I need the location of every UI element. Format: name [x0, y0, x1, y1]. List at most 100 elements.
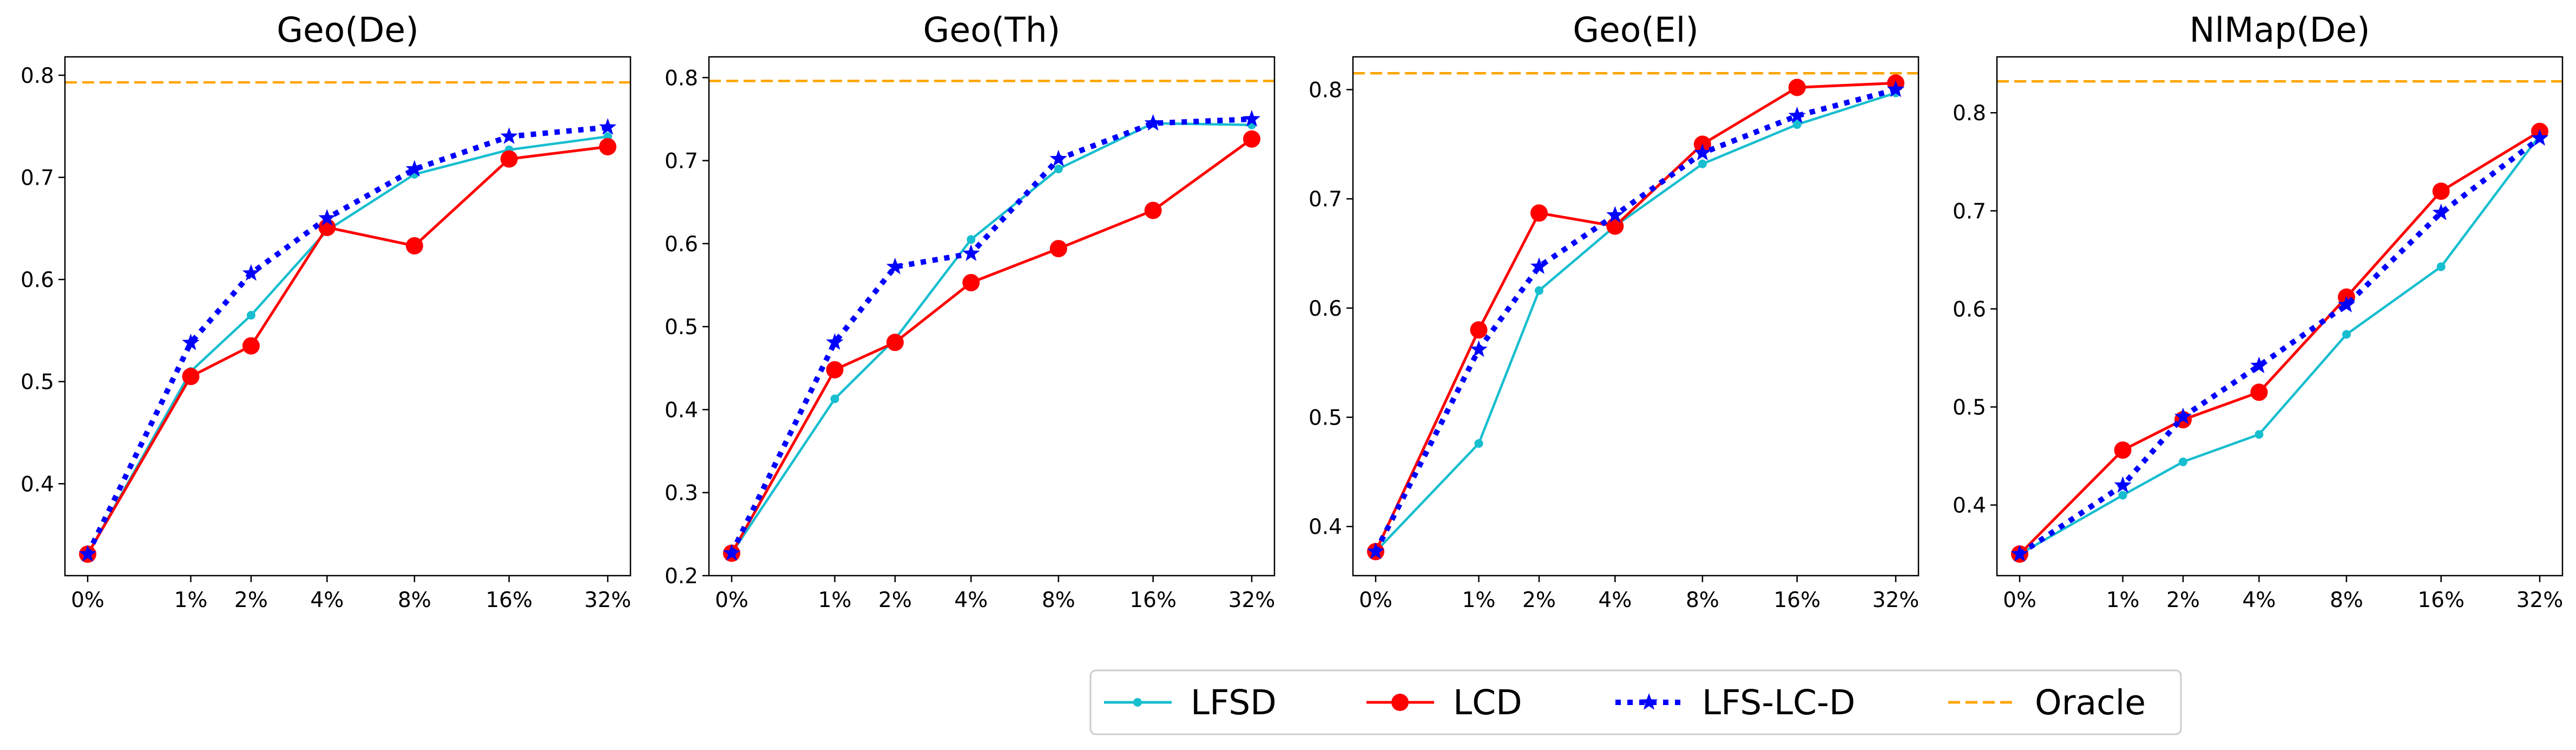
series-lfs-lc-d [1366, 80, 1905, 559]
legend-box [1089, 669, 2182, 735]
series-line-lfsd [731, 122, 1252, 554]
legend-item-oracle: Oracle [1948, 683, 2146, 722]
data-point-lcd [1470, 321, 1488, 339]
axes-frame [1996, 56, 2564, 577]
y-tick-label: 0.3 [665, 481, 698, 506]
data-point-lcd [599, 138, 616, 155]
data-point-lfs-lc-d [78, 545, 97, 562]
data-point-lfs-lc-d [242, 264, 260, 281]
legend-item-lcd: LCD [1366, 683, 1522, 722]
data-point-lfsd [967, 235, 976, 244]
data-point-lfsd [1474, 439, 1483, 448]
x-tick-label: 1% [2106, 588, 2140, 612]
data-point-lcd [405, 237, 423, 255]
series-line-lcd [730, 138, 1253, 554]
legend-swatch-lfsd [1104, 698, 1172, 707]
legend-item-lfs-lc-d: LFS-LC-D [1615, 683, 1855, 722]
series-line-lfsd [1375, 92, 1896, 553]
chart-panel-nlmap-de: NlMap(De) 0.4 0.5 0.6 0.7 0.8 0% 1% 2% 4% 8% 16% 32% [1953, 10, 2563, 612]
data-point-lcd [1530, 204, 1548, 222]
data-point-lfsd [2178, 457, 2187, 466]
data-point-lcd [2114, 441, 2132, 459]
y-tick-label: 0.6 [21, 268, 54, 292]
data-point-lcd [886, 334, 904, 351]
series-lcd [79, 138, 616, 563]
chart-panel-geo-th: Geo(Th) 0.2 0.3 0.4 0.5 0.6 0.7 0.8 0% 1% 2% 4% 8% 16… [665, 10, 1275, 612]
plot-area [709, 80, 1274, 562]
y-tick-label: 0.7 [1309, 187, 1342, 212]
x-tick-label: 16% [2417, 588, 2465, 612]
data-point-lcd [962, 273, 980, 291]
x-tick-label: 1% [174, 588, 208, 612]
x-tick-label: 4% [1598, 588, 1632, 612]
y-tick-label: 0.5 [665, 315, 698, 340]
data-point-lcd [500, 150, 518, 168]
series-line-lcd [1374, 81, 1896, 552]
y-tick-label: 0.4 [21, 472, 54, 497]
data-point-lcd [826, 361, 844, 379]
x-tick-label: 16% [1129, 588, 1177, 612]
data-point-lfs-lc-d [2531, 129, 2549, 146]
x-tick-label: 2% [2166, 588, 2200, 612]
y-tick-label: 0.2 [665, 564, 698, 589]
data-point-lcd [1049, 240, 1067, 258]
data-point-lfs-lc-d [1144, 114, 1162, 131]
data-point-lfs-lc-d [2250, 356, 2268, 374]
series-lfs-lc-d [78, 118, 617, 562]
axes-frame [708, 56, 1276, 577]
data-point-lfs-lc-d [2114, 476, 2132, 493]
data-point-lcd [242, 337, 260, 355]
y-tick-label: 0.6 [1309, 297, 1342, 321]
chart-title: Geo(El) [1573, 10, 1699, 50]
chart-title: NlMap(De) [2189, 10, 2370, 50]
y-tick-label: 0.7 [21, 166, 54, 191]
x-tick-label: 1% [1462, 588, 1496, 612]
x-tick-label: 8% [1686, 588, 1719, 612]
data-point-lfs-lc-d [1530, 257, 1548, 274]
series-line-lfs-lc-d [85, 125, 608, 556]
data-point-lfs-lc-d [722, 544, 741, 561]
data-point-lfsd [2118, 491, 2127, 500]
legend-label: Oracle [2035, 683, 2146, 722]
series-lfsd [83, 132, 612, 559]
x-tick-label: 8% [398, 588, 431, 612]
series-lfs-lc-d [2010, 129, 2549, 562]
legend-label: LCD [1453, 683, 1522, 722]
legend: LFSD LCD LFS-LC-D Oracle [1089, 669, 2182, 735]
x-tick-label: 8% [1042, 588, 1075, 612]
series-line-lfsd [87, 135, 608, 555]
x-tick-label: 0% [1359, 588, 1392, 612]
y-tick-label: 0.6 [665, 232, 698, 257]
legend-item-lfsd: LFSD [1104, 683, 1277, 722]
series-lcd [1367, 74, 1904, 560]
x-tick-label: 2% [234, 588, 268, 612]
y-tick-label: 0.8 [1953, 101, 1986, 126]
data-point-lfs-lc-d [2337, 296, 2356, 312]
x-tick-label: 0% [2003, 588, 2036, 612]
data-point-lfsd [1698, 159, 1707, 168]
data-point-lfs-lc-d [1366, 542, 1385, 559]
data-point-lfs-lc-d [599, 118, 617, 135]
series-lfsd [1371, 88, 1900, 556]
data-point-lfs-lc-d [1243, 110, 1261, 127]
data-point-lfsd [2436, 262, 2446, 271]
data-point-lfs-lc-d [2174, 407, 2192, 425]
y-tick-label: 0.5 [1309, 406, 1342, 431]
legend-label: LFS-LC-D [1702, 683, 1855, 722]
legend-swatch-lcd [1366, 694, 1434, 711]
chart-title: Geo(De) [277, 10, 419, 50]
data-point-lfsd [1534, 286, 1543, 295]
y-tick-label: 0.4 [665, 398, 698, 422]
x-tick-label: 32% [584, 588, 632, 612]
series-line-lfs-lc-d [2018, 136, 2542, 557]
data-point-lfs-lc-d [500, 127, 518, 144]
y-tick-label: 0.7 [1953, 199, 1986, 224]
data-point-lcd [1144, 201, 1162, 219]
data-point-lcd [2432, 182, 2450, 200]
data-point-lcd [1606, 217, 1624, 235]
y-tick-label: 0.4 [1309, 515, 1342, 539]
y-tick-label: 0.4 [1953, 494, 1986, 518]
series-lfsd [727, 119, 1256, 558]
data-point-lfsd [2255, 430, 2264, 439]
series-lcd [2011, 122, 2548, 563]
